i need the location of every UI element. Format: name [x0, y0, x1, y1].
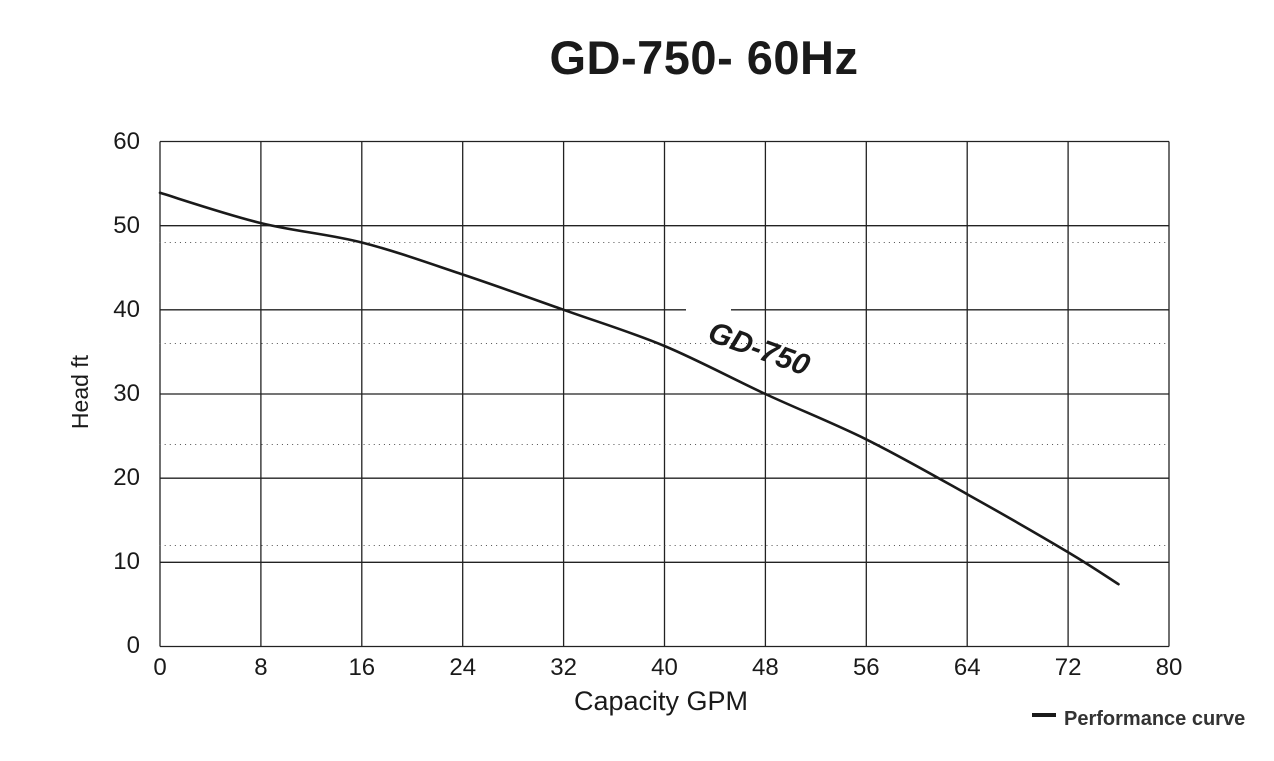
svg-text:10: 10 — [113, 548, 140, 575]
svg-text:72: 72 — [1055, 654, 1082, 681]
svg-text:30: 30 — [113, 380, 140, 407]
svg-text:8: 8 — [254, 654, 267, 681]
svg-text:0: 0 — [153, 654, 166, 681]
svg-text:32: 32 — [550, 654, 577, 681]
svg-text:40: 40 — [113, 296, 140, 323]
svg-text:48: 48 — [752, 654, 779, 681]
svg-text:16: 16 — [348, 654, 375, 681]
svg-text:64: 64 — [954, 654, 981, 681]
svg-text:24: 24 — [449, 654, 476, 681]
svg-text:56: 56 — [853, 654, 880, 681]
svg-text:60: 60 — [113, 128, 140, 155]
svg-text:0: 0 — [127, 632, 140, 659]
svg-text:40: 40 — [651, 654, 678, 681]
svg-text:80: 80 — [1156, 654, 1183, 681]
svg-text:20: 20 — [113, 464, 140, 491]
svg-text:50: 50 — [113, 212, 140, 239]
